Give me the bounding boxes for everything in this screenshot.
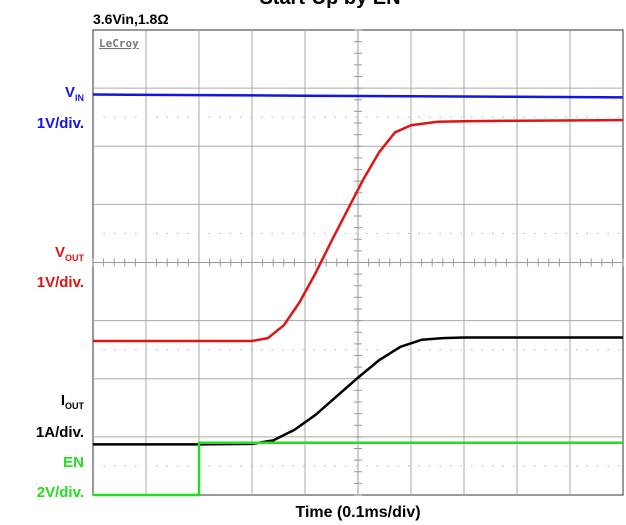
chart-title: Start-Up by EN — [259, 0, 400, 9]
vout-scale-label: 1V/div. — [37, 274, 84, 291]
trace-iout — [93, 336, 623, 446]
vin-scale-label: 1V/div. — [37, 115, 84, 132]
iout-label: IOUT — [61, 392, 85, 411]
traces — [92, 93, 624, 497]
grid — [92, 29, 624, 496]
en-label: EN — [63, 454, 84, 471]
x-axis-label: Time (0.1ms/div) — [295, 504, 420, 521]
trace-en — [93, 441, 623, 497]
vout-label: VOUT — [55, 244, 85, 263]
en-scale-label: 2V/div. — [37, 484, 84, 501]
lecroy-watermark: LeCroy — [99, 37, 139, 50]
vin-label: VIN — [65, 84, 84, 103]
trace-vout — [93, 118, 624, 343]
trace-vin — [92, 93, 624, 99]
chart-subtitle: 3.6Vin,1.8Ω — [93, 11, 169, 27]
iout-scale-label: 1A/div. — [36, 424, 84, 441]
